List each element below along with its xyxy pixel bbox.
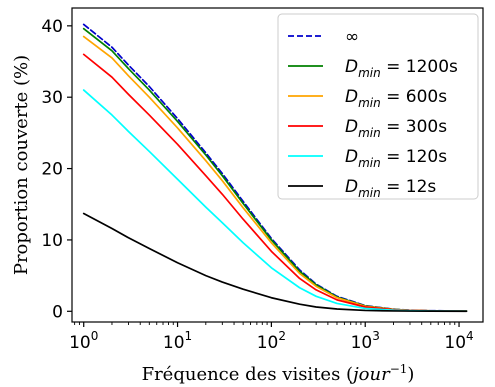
x-tick-label: 103 xyxy=(351,329,380,353)
legend-label-main: D xyxy=(345,117,358,137)
x-tick-exponent: 0 xyxy=(91,329,99,343)
x-axis-label-sup: −1 xyxy=(390,362,408,376)
legend-label-rest: = 12s xyxy=(381,177,437,197)
x-tick-exponent: 2 xyxy=(278,329,286,343)
x-tick-label: 100 xyxy=(69,329,98,353)
legend-label-sub: min xyxy=(358,186,381,200)
legend-label-main: D xyxy=(345,147,358,167)
legend-label-rest: = 300s xyxy=(381,117,447,137)
y-tick-label: 30 xyxy=(41,88,63,108)
x-tick-exponent: 4 xyxy=(466,329,474,343)
legend-label-rest: = 600s xyxy=(381,87,447,107)
legend-label-3: Dmin = 300s xyxy=(345,117,447,140)
legend-label-1: Dmin = 1200s xyxy=(345,57,458,80)
x-axis-label: Fréquence des visites (jour−1) xyxy=(142,362,415,385)
x-tick-base: 10 xyxy=(69,333,91,353)
legend-label-5: Dmin = 12s xyxy=(345,177,436,200)
x-axis-label-italic: jour xyxy=(349,364,391,385)
legend-label-sub: min xyxy=(358,156,381,170)
series-line-5 xyxy=(82,212,468,313)
y-tick-label: 0 xyxy=(52,302,63,322)
legend-label-rest: = 1200s xyxy=(381,57,458,77)
legend-label-4: Dmin = 120s xyxy=(345,147,447,170)
x-tick-exponent: 1 xyxy=(185,329,193,343)
legend-label-main: ∞ xyxy=(345,27,359,47)
legend-box xyxy=(277,13,479,200)
legend-label-0: ∞ xyxy=(345,27,359,47)
y-axis-label: Proportion couverte (%) xyxy=(11,55,32,275)
x-tick-base: 10 xyxy=(351,333,373,353)
x-tick-label: 101 xyxy=(163,329,192,353)
x-axis-label-close: ) xyxy=(407,364,414,385)
plot-frame xyxy=(71,7,484,323)
y-tick-label: 40 xyxy=(41,17,63,37)
y-tick-label: 20 xyxy=(41,160,63,180)
x-tick-base: 10 xyxy=(444,333,466,353)
x-tick-base: 10 xyxy=(257,333,279,353)
legend-label-sub: min xyxy=(358,66,381,80)
x-tick-exponent: 3 xyxy=(372,329,380,343)
legend-label-rest: = 120s xyxy=(381,147,447,167)
x-tick-base: 10 xyxy=(163,333,185,353)
legend-label-sub: min xyxy=(358,96,381,110)
x-tick-label: 102 xyxy=(257,329,286,353)
legend-label-main: D xyxy=(345,87,358,107)
series-layer xyxy=(82,23,468,313)
legend-label-2: Dmin = 600s xyxy=(345,87,447,110)
x-tick-label: 104 xyxy=(444,329,473,353)
y-tick-label: 10 xyxy=(41,231,63,251)
legend-label-main: D xyxy=(345,57,358,77)
x-axis-label-main: Fréquence des visites ( xyxy=(142,364,353,385)
legend-label-main: D xyxy=(345,177,358,197)
legend-label-sub: min xyxy=(358,126,381,140)
